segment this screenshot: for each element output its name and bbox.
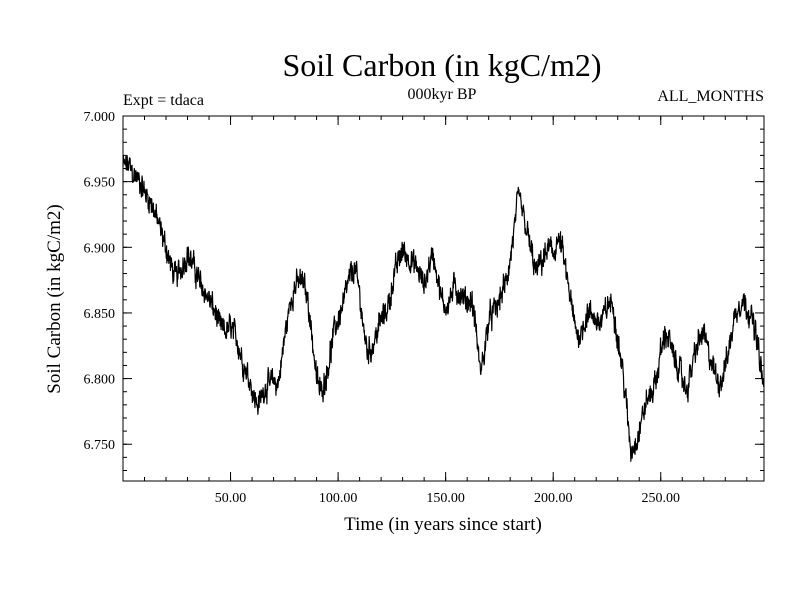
chart-subtitle: 000kyr BP <box>408 86 477 103</box>
series-line-soil-carbon <box>122 154 765 462</box>
experiment-label: Expt = tdaca <box>123 92 204 109</box>
y-tick-label: 7.000 <box>84 110 116 125</box>
x-axis-label: Time (in years since start) <box>344 514 542 535</box>
plot-frame <box>122 115 765 482</box>
x-minor-ticks <box>144 116 748 481</box>
y-minor-ticks <box>123 115 764 471</box>
x-tick-label: 250.00 <box>642 491 681 506</box>
y-tick-label: 6.950 <box>84 176 116 191</box>
x-tick-label: 150.00 <box>426 491 465 506</box>
x-tick-label: 100.00 <box>319 491 358 506</box>
y-axis-label: Soil Carbon (in kgC/m2) <box>44 204 65 393</box>
y-axis-ticks: 6.750 6.800 6.850 6.900 6.950 7.000 <box>84 110 764 453</box>
y-tick-label: 6.900 <box>84 241 116 256</box>
x-axis-ticks: 50.00 100.00 150.00 200.00 250.00 <box>215 116 680 506</box>
x-tick-label: 50.00 <box>215 491 247 506</box>
y-tick-label: 6.750 <box>84 438 116 453</box>
x-tick-label: 200.00 <box>534 491 573 506</box>
y-tick-label: 6.800 <box>84 373 116 388</box>
chart-title: Soil Carbon (in kgC/m2) <box>282 47 601 83</box>
y-tick-label: 6.850 <box>84 307 116 322</box>
months-label: ALL_MONTHS <box>657 88 764 105</box>
